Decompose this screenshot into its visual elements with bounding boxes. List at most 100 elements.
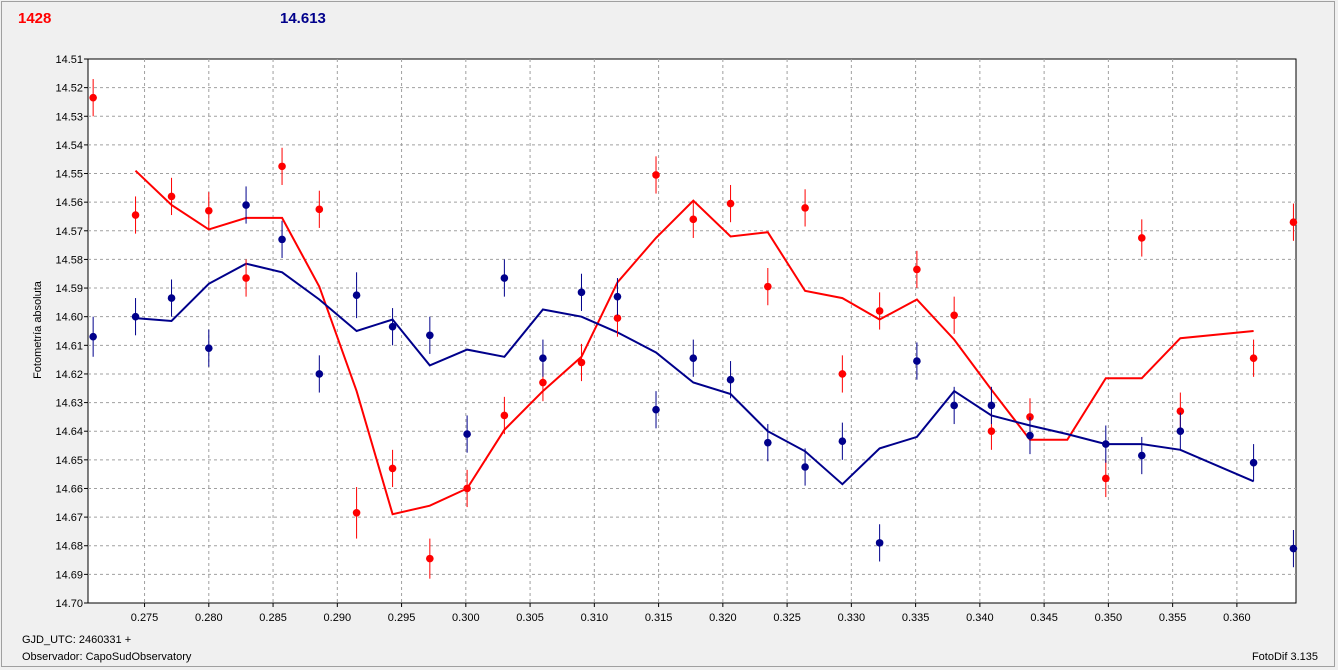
- y-tick-label: 14.57: [55, 226, 83, 238]
- x-tick-label: 0.340: [966, 612, 994, 624]
- y-tick-label: 14.67: [55, 512, 83, 524]
- data-point-blue: [426, 331, 434, 340]
- data-point-red: [577, 358, 586, 367]
- data-point-blue: [131, 312, 140, 321]
- data-point-blue: [315, 370, 324, 378]
- data-point-blue: [500, 274, 509, 282]
- data-point-red: [652, 171, 660, 179]
- data-point-blue: [167, 294, 176, 302]
- data-point-red: [987, 427, 996, 436]
- data-point-red: [352, 509, 361, 517]
- data-point-blue: [652, 405, 660, 414]
- y-tick-label: 14.53: [55, 111, 83, 123]
- x-tick-label: 0.325: [773, 612, 801, 624]
- data-point-red: [463, 484, 471, 493]
- data-point-red: [1289, 218, 1298, 226]
- data-point-red: [426, 554, 434, 563]
- y-tick-label: 14.64: [55, 426, 83, 438]
- data-point-blue: [613, 292, 622, 301]
- data-point-red: [167, 192, 176, 201]
- data-point-blue: [1289, 544, 1298, 553]
- y-tick-label: 14.59: [55, 283, 83, 295]
- y-tick-label: 14.54: [55, 140, 83, 152]
- y-tick-label: 14.66: [55, 483, 83, 495]
- data-point-red: [838, 370, 847, 378]
- data-point-blue: [987, 401, 996, 410]
- blue-series-readout: 14.613: [280, 10, 326, 27]
- x-tick-label: 0.290: [324, 612, 352, 624]
- x-tick-label: 0.330: [838, 612, 866, 624]
- app-version-label: FotoDif 3.135: [1251, 651, 1318, 663]
- data-point-blue: [1026, 431, 1034, 440]
- data-point-red: [950, 311, 958, 320]
- data-point-blue: [764, 438, 772, 447]
- data-point-red: [89, 93, 97, 102]
- y-tick-label: 14.61: [55, 340, 83, 352]
- observer-label: Observador: CapoSudObservatory: [22, 651, 192, 663]
- data-point-blue: [689, 354, 698, 363]
- data-point-blue: [726, 375, 735, 384]
- x-tick-label: 0.315: [645, 612, 673, 624]
- data-point-blue: [913, 357, 921, 365]
- y-tick-label: 14.60: [55, 312, 83, 324]
- data-point-red: [242, 274, 250, 282]
- x-tick-label: 0.355: [1159, 612, 1187, 624]
- point-layer: [89, 79, 1298, 579]
- data-point-blue: [950, 401, 958, 410]
- data-point-blue: [242, 201, 250, 209]
- x-tick-label: 0.335: [902, 612, 930, 624]
- gjd-label: GJD_UTC: 2460331 +: [22, 634, 132, 646]
- x-tick-label: 0.310: [581, 612, 609, 624]
- data-point-red: [1137, 234, 1146, 242]
- data-point-red: [1249, 354, 1258, 363]
- data-point-blue: [801, 463, 809, 471]
- data-point-red: [689, 215, 698, 224]
- y-tick-label: 14.56: [55, 197, 83, 209]
- data-point-blue: [1137, 451, 1146, 460]
- x-tick-label: 0.350: [1095, 612, 1123, 624]
- data-point-red: [1176, 407, 1185, 415]
- x-tick-label: 0.360: [1223, 612, 1251, 624]
- data-point-red: [131, 211, 140, 219]
- y-tick-label: 14.58: [55, 254, 83, 266]
- y-tick-label: 14.68: [55, 541, 83, 553]
- x-tick-label: 0.345: [1030, 612, 1058, 624]
- y-tick-label: 14.51: [55, 54, 83, 66]
- y-tick-label: 14.69: [55, 569, 83, 581]
- grid-layer: [87, 58, 1297, 604]
- y-tick-label: 14.70: [55, 598, 83, 610]
- plot-area: [87, 58, 1297, 604]
- x-tick-label: 0.320: [709, 612, 737, 624]
- data-point-red: [278, 162, 286, 171]
- data-point-blue: [463, 430, 471, 438]
- x-tick-label: 0.295: [388, 612, 416, 624]
- x-tick-label: 0.285: [259, 612, 287, 624]
- data-point-blue: [89, 332, 97, 341]
- y-tick-label: 14.62: [55, 369, 83, 381]
- x-tick-label: 0.280: [195, 612, 223, 624]
- photometry-chart: 0.275 0.280 0.285 0.290 0.295 0.300 0.305 0.310…: [32, 54, 1298, 624]
- x-tick-label: 0.300: [452, 612, 480, 624]
- data-point-blue: [205, 344, 213, 352]
- data-point-blue: [1176, 427, 1185, 436]
- y-tick-label: 14.65: [55, 455, 83, 467]
- data-point-red: [913, 265, 921, 274]
- data-point-red: [613, 314, 622, 322]
- x-tick-label: 0.305: [516, 612, 544, 624]
- data-point-red: [539, 378, 547, 387]
- data-point-red: [764, 282, 772, 291]
- y-tick-label: 14.55: [55, 169, 83, 181]
- data-point-red: [1102, 474, 1110, 483]
- red-series-readout: 1428: [18, 10, 52, 27]
- data-point-red: [500, 411, 509, 420]
- y-axis-label: Fotometría absoluta: [32, 280, 44, 379]
- data-point-red: [205, 206, 213, 215]
- data-point-blue: [539, 354, 547, 363]
- data-point-blue: [1249, 458, 1258, 467]
- data-point-blue: [577, 288, 586, 297]
- data-point-blue: [875, 539, 884, 547]
- trend-line-red: [134, 169, 1254, 516]
- axis-layer: 0.275 0.280 0.285 0.290 0.295 0.300 0.305 0.310…: [55, 54, 1250, 624]
- data-point-red: [801, 204, 809, 212]
- data-point-blue: [278, 235, 286, 244]
